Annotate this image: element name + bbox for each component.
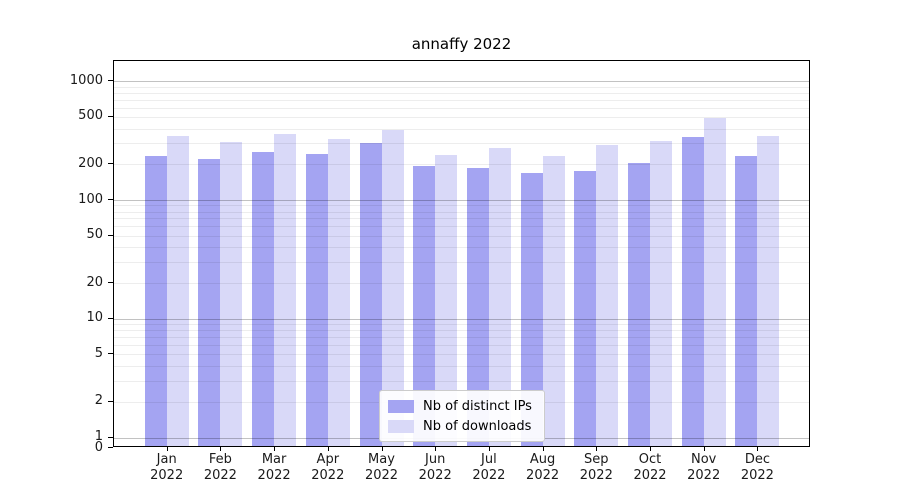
gridline-minor (114, 99, 809, 101)
bar-downloads-apr (327, 138, 350, 446)
y-tick-mark (108, 80, 113, 82)
bar-ips-sep (574, 171, 597, 446)
bar-downloads-jun (435, 155, 458, 446)
x-tick-label: Dec 2022 (740, 452, 774, 483)
x-tick-mark (596, 447, 598, 451)
legend-item-downloads: Nb of downloads (388, 417, 532, 435)
y-tick-mark (108, 317, 113, 319)
legend-label-distinct-ips: Nb of distinct IPs (423, 398, 532, 414)
x-tick-mark (327, 447, 329, 451)
y-tick-mark (108, 282, 113, 283)
x-tick-label: May 2022 (364, 452, 399, 483)
bar-downloads-mar (274, 134, 297, 446)
plot-area (113, 60, 810, 447)
bar-ips-jun (413, 166, 436, 446)
x-tick-mark (166, 447, 168, 451)
x-tick-label: Aug 2022 (526, 452, 560, 483)
bar-downloads-sep (596, 144, 619, 446)
x-tick-label: Sep 2022 (579, 452, 613, 483)
x-tick-label: Apr 2022 (311, 452, 345, 483)
y-tick-label: 2 (94, 393, 103, 409)
gridline-minor (114, 107, 809, 109)
y-tick-mark (108, 163, 113, 165)
y-tick-label: 100 (78, 191, 103, 207)
bar-ips-jul (466, 167, 489, 446)
y-tick-label: 10 (86, 310, 103, 326)
gridline-major (114, 81, 809, 83)
x-tick-label: Nov 2022 (687, 452, 721, 483)
x-tick-mark (488, 447, 490, 451)
y-tick-label: 200 (78, 155, 103, 171)
legend-item-distinct-ips: Nb of distinct IPs (388, 397, 532, 415)
bar-downloads-aug (542, 156, 565, 446)
x-tick-mark (435, 447, 437, 451)
bar-ips-jan (144, 155, 167, 446)
legend-label-downloads: Nb of downloads (423, 418, 532, 434)
bar-downloads-jan (166, 136, 189, 446)
y-tick-label: 500 (78, 108, 103, 124)
x-tick-mark (650, 447, 651, 451)
x-tick-label: Mar 2022 (257, 452, 291, 483)
bar-ips-may (359, 143, 382, 446)
y-tick-label: 20 (86, 274, 103, 290)
bar-ips-aug (520, 173, 543, 446)
y-tick-mark (108, 115, 113, 117)
x-tick-mark (703, 447, 705, 451)
x-tick-label: Feb 2022 (203, 452, 237, 483)
y-tick-mark (108, 400, 113, 402)
gridline-minor (114, 92, 809, 94)
y-tick-label: 0 (94, 439, 103, 455)
y-tick-label: 1000 (69, 72, 103, 88)
x-tick-label: Oct 2022 (633, 452, 667, 483)
bar-downloads-nov (703, 118, 726, 446)
y-tick-mark (108, 436, 113, 438)
legend-swatch-downloads (388, 419, 414, 433)
x-tick-mark (220, 447, 222, 451)
legend-swatch-distinct-ips (388, 399, 414, 413)
y-tick-mark (108, 234, 113, 236)
y-tick-label: 5 (94, 345, 103, 361)
x-tick-mark (542, 447, 544, 451)
x-tick-label: Jan 2022 (150, 452, 184, 483)
y-tick-label: 50 (86, 227, 103, 243)
x-tick-label: Jun 2022 (418, 452, 452, 483)
y-tick-mark (108, 199, 113, 200)
bar-ips-nov (681, 137, 704, 446)
chart-title: annaffy 2022 (411, 35, 512, 53)
bar-downloads-jul (488, 147, 511, 446)
bar-ips-mar (252, 151, 275, 446)
y-tick-mark (108, 353, 113, 355)
bar-ips-oct (628, 163, 650, 446)
bar-ips-dec (735, 155, 758, 446)
bar-downloads-dec (757, 135, 780, 446)
legend: Nb of distinct IPs Nb of downloads (379, 390, 545, 442)
bar-downloads-may (381, 129, 404, 446)
y-tick-mark (108, 447, 113, 448)
gridline-minor (114, 86, 809, 88)
bar-ips-feb (198, 158, 221, 446)
bar-ips-apr (305, 153, 328, 446)
x-tick-mark (274, 447, 276, 451)
x-tick-label: Jul 2022 (472, 452, 506, 483)
y-tick-label: 1 (94, 429, 103, 444)
x-tick-mark (381, 447, 383, 451)
x-tick-mark (757, 447, 759, 451)
bar-downloads-oct (650, 141, 672, 446)
bar-downloads-feb (220, 142, 243, 446)
